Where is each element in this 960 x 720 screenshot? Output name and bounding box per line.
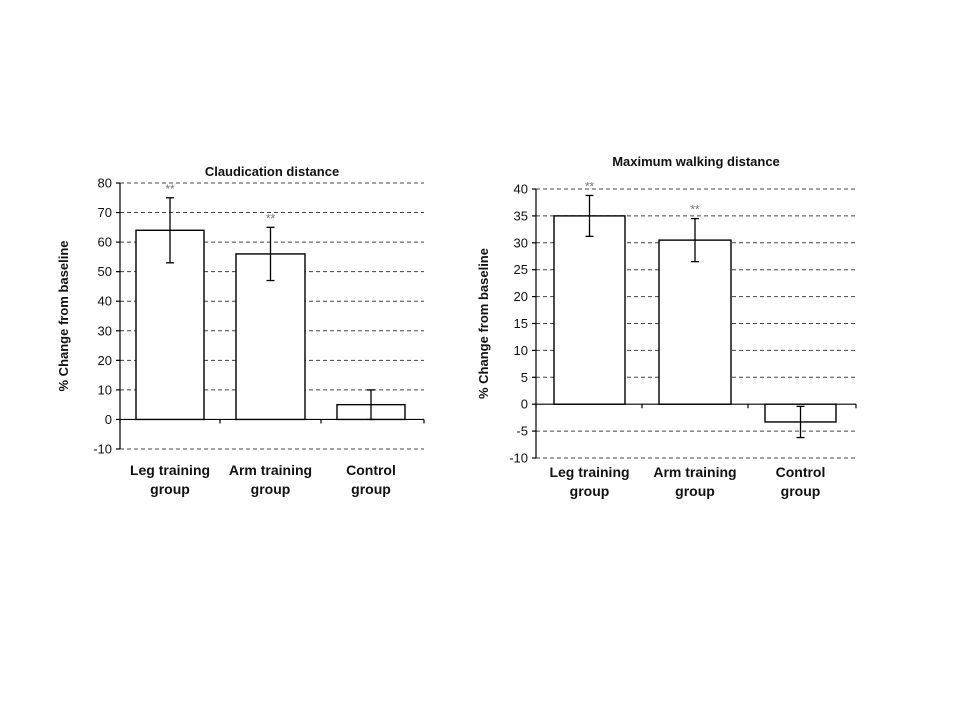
chart-claudication-distance: -10 0 10 20 30 40 50 60 70 80 ** Leg training group *…	[56, 164, 425, 497]
y-tick-label: 50	[98, 264, 112, 279]
bar	[658, 239, 732, 405]
y-tick-label: 30	[514, 235, 528, 250]
y-tick-label: 0	[521, 397, 528, 412]
y-axis-label: % Change from baseline	[476, 248, 491, 399]
bar	[235, 253, 306, 421]
y-tick-label: 40	[514, 182, 528, 197]
y-tick-label: 40	[98, 294, 112, 309]
y-tick-label: 60	[98, 235, 112, 250]
y-tick-label: 0	[105, 412, 112, 427]
category-label: group	[251, 481, 291, 497]
chart-title: Claudication distance	[205, 164, 339, 179]
significance-marker: **	[266, 211, 276, 225]
y-tick-label: 10	[98, 382, 112, 397]
category-label: group	[150, 481, 190, 497]
category-label: group	[570, 483, 610, 499]
category-label: Control	[346, 462, 396, 478]
category-label: Arm training	[653, 464, 736, 480]
y-tick-label: 70	[98, 205, 112, 220]
category-label: group	[675, 483, 715, 499]
category-label: Arm training	[229, 462, 312, 478]
category-label: group	[781, 483, 821, 499]
significance-marker: **	[585, 179, 595, 193]
y-tick-label: -10	[509, 451, 528, 466]
y-tick-label: 5	[521, 370, 528, 385]
y-tick-label: 35	[514, 208, 528, 223]
significance-marker: **	[690, 203, 700, 217]
chart-title: Maximum walking distance	[612, 154, 780, 169]
category-label: Control	[776, 464, 826, 480]
y-tick-label: 20	[98, 353, 112, 368]
y-tick-label: 20	[514, 289, 528, 304]
category-label: Leg training	[549, 464, 629, 480]
y-axis-label: % Change from baseline	[56, 241, 71, 392]
y-tick-label: -5	[516, 424, 528, 439]
y-tick-label: 25	[514, 262, 528, 277]
y-tick-label: 80	[98, 176, 112, 191]
chart-maximum-walking-distance: -10 -5 0 5 10 15 20 25 30 35 40 ** Leg training group…	[476, 154, 857, 499]
category-label: Leg training	[130, 462, 210, 478]
bar	[553, 215, 626, 405]
y-tick-label: -10	[93, 442, 112, 457]
y-tick-label: 30	[98, 323, 112, 338]
category-label: group	[351, 481, 391, 497]
y-tick-label: 15	[514, 316, 528, 331]
y-tick-label: 10	[514, 343, 528, 358]
significance-marker: **	[165, 182, 175, 196]
